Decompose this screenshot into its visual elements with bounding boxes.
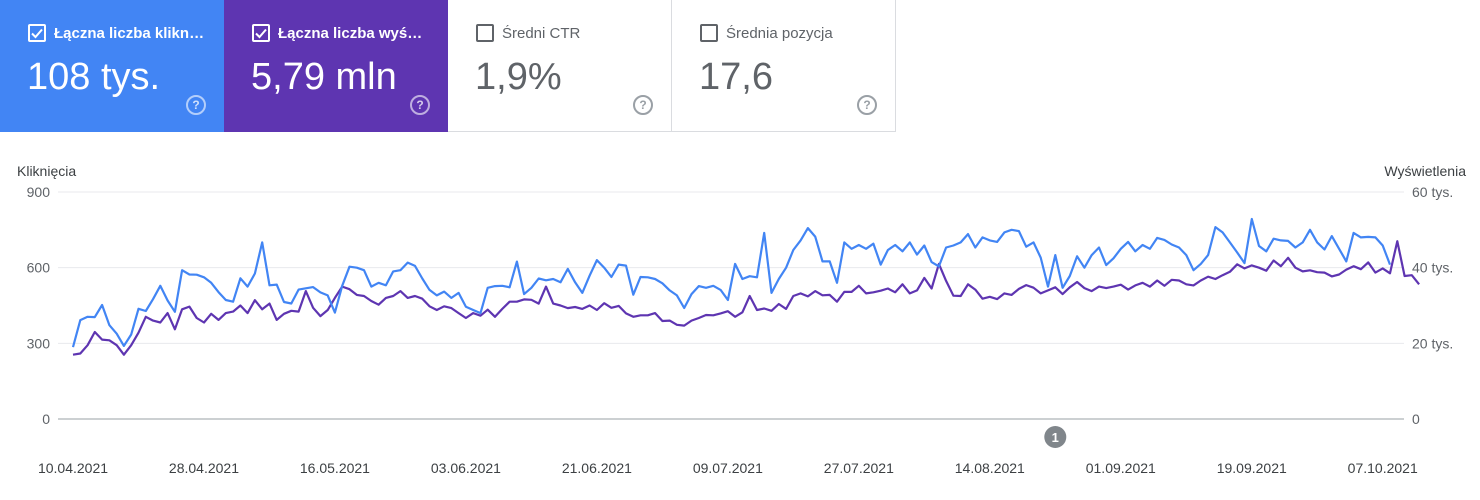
annotation-marker[interactable]: 1 [1044, 426, 1067, 448]
checkbox-checked-icon[interactable] [28, 24, 46, 42]
metric-card-label: Średnia pozycja [726, 24, 833, 42]
x-tick-label: 03.06.2021 [431, 460, 501, 476]
metric-card-ctr[interactable]: Średni CTR 1,9% ? [448, 0, 672, 132]
metric-card-header: Średni CTR [476, 24, 580, 42]
metric-card-impressions[interactable]: Łączna liczba wyświetleń 5,79 mln ? [224, 0, 448, 132]
metric-card-header: Łączna liczba kliknięć [28, 24, 206, 42]
metric-card-position[interactable]: Średnia pozycja 17,6 ? [672, 0, 896, 132]
x-tick-label: 19.09.2021 [1217, 460, 1287, 476]
x-tick-label: 01.09.2021 [1086, 460, 1156, 476]
metric-card-value: 108 tys. [27, 56, 161, 98]
y-right-tick-label: 60 tys. [1412, 184, 1453, 200]
metric-card-header: Średnia pozycja [700, 24, 833, 42]
y-right-tick-label: 0 [1412, 411, 1420, 427]
x-tick-label: 14.08.2021 [955, 460, 1025, 476]
metric-cards: Łączna liczba kliknięć 108 tys. ? Łączna… [0, 0, 896, 132]
y-axis-right: 0 20 tys. 40 tys. 60 tys. [1412, 184, 1453, 427]
metric-card-value: 1,9% [475, 56, 562, 98]
y-axis-right-title: Wyświetlenia [1384, 163, 1466, 179]
series-line-kliknięcia [71, 217, 1392, 348]
x-tick-label: 21.06.2021 [562, 460, 632, 476]
metric-card-label: Łączna liczba kliknięć [54, 24, 206, 42]
series-line-wyświetlenia [72, 240, 1420, 356]
y-axis-left: 0 300 600 900 [27, 184, 51, 427]
series-lines [71, 217, 1420, 356]
x-tick-label: 27.07.2021 [824, 460, 894, 476]
y-left-tick-label: 600 [27, 260, 51, 276]
performance-line-chart: Kliknięcia Wyświetlenia 0 300 600 900 0 20 t… [17, 163, 1466, 476]
x-tick-label: 07.10.2021 [1348, 460, 1418, 476]
checkbox-checked-icon[interactable] [252, 24, 270, 42]
x-tick-label: 09.07.2021 [693, 460, 763, 476]
checkbox-unchecked-icon[interactable] [700, 24, 718, 42]
help-icon[interactable]: ? [410, 95, 430, 115]
metric-card-clicks[interactable]: Łączna liczba kliknięć 108 tys. ? [0, 0, 224, 132]
x-tick-label: 16.05.2021 [300, 460, 370, 476]
annotation-circle [1044, 426, 1067, 448]
y-left-tick-label: 900 [27, 184, 51, 200]
annotation-label: 1 [1052, 430, 1059, 445]
y-right-tick-label: 20 tys. [1412, 335, 1453, 351]
y-axis-left-title: Kliknięcia [17, 163, 76, 179]
checkbox-unchecked-icon[interactable] [476, 24, 494, 42]
y-left-tick-label: 0 [42, 411, 50, 427]
y-left-tick-label: 300 [27, 335, 51, 351]
metric-card-value: 17,6 [699, 56, 773, 98]
help-icon[interactable]: ? [633, 95, 653, 115]
metric-card-label: Średni CTR [502, 24, 581, 42]
help-icon[interactable]: ? [186, 95, 206, 115]
gridlines [58, 191, 1404, 420]
x-tick-label: 10.04.2021 [38, 460, 108, 476]
x-tick-label: 28.04.2021 [169, 460, 239, 476]
metric-card-value: 5,79 mln [251, 56, 397, 98]
y-right-tick-label: 40 tys. [1412, 260, 1453, 276]
metric-card-header: Łączna liczba wyświetleń [252, 24, 430, 42]
help-icon[interactable]: ? [857, 95, 877, 115]
metric-card-label: Łączna liczba wyświetleń [278, 24, 430, 42]
x-axis: 10.04.2021 28.04.2021 16.05.2021 03.06.2021… [38, 460, 1418, 476]
